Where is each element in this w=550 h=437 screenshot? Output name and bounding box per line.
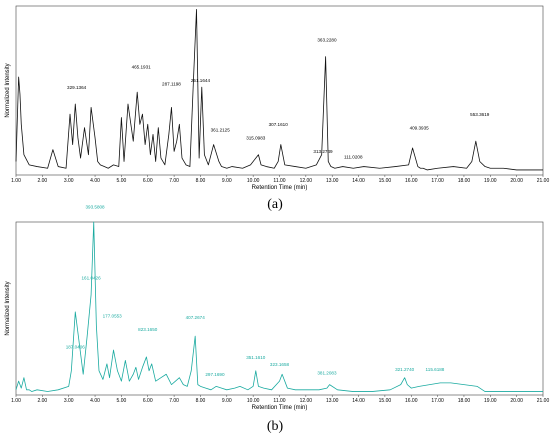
peak-label: 287.1198 <box>162 82 181 87</box>
plot-frame <box>15 221 544 396</box>
peak-label: 553.3619 <box>470 112 490 117</box>
x-tick-label: 16.00 <box>405 398 418 404</box>
peak-label: 351.1610 <box>246 355 266 360</box>
x-tick-label: 5.00 <box>117 178 127 184</box>
peak-label: 187.0406 <box>66 345 86 350</box>
x-tick-label: 8.00 <box>196 398 206 404</box>
peak-label: 409.3935 <box>410 126 430 131</box>
x-tick-label: 9.00 <box>222 398 232 404</box>
x-tick-label: 6.00 <box>143 178 153 184</box>
x-tick-label: 20.00 <box>510 398 523 404</box>
x-tick-label: 12.00 <box>300 178 313 184</box>
chart-panel-b: 1.00 2.00 3.00 4.00 5.00 6.00 7.00 8.00 9.00 10.0… <box>5 204 549 434</box>
x-tick-label: 2.00 <box>37 398 47 404</box>
x-tick-label: 1.00 <box>11 178 21 184</box>
x-tick-label: 9.00 <box>222 178 232 184</box>
x-tick-label: 8.00 <box>196 178 206 184</box>
peak-label: 393.5808 <box>85 204 105 209</box>
x-tick-label: 17.00 <box>431 398 444 404</box>
x-tick-label: 16.00 <box>405 178 418 184</box>
panel-label: (a) <box>267 197 283 212</box>
x-tick-label: 11.00 <box>273 178 285 184</box>
x-tick-label: 17.00 <box>431 178 444 184</box>
peak-label: 407.2674 <box>186 315 206 320</box>
peak-label: 313.2749 <box>313 149 333 154</box>
x-tick-label: 10.00 <box>247 178 260 184</box>
x-tick-label: 21.00 <box>537 398 550 404</box>
x-tick-label: 11.00 <box>273 398 285 404</box>
x-tick-label: 15.00 <box>379 178 392 184</box>
x-tick-label: 12.00 <box>300 398 313 404</box>
peak-label: 307.1610 <box>269 122 289 127</box>
peak-label: 251.1644 <box>191 78 211 83</box>
chart-panel-a: 1.00 2.00 3.00 4.00 5.00 6.00 7.00 8.00 9.00 10.0… <box>5 5 550 212</box>
peak-label: 111.0208 <box>344 154 363 159</box>
peak-label: 323.1658 <box>270 362 290 367</box>
x-tick-label: 20.00 <box>510 178 523 184</box>
x-tick-label: 21.00 <box>537 178 550 184</box>
x-tick-label: 15.00 <box>379 398 392 404</box>
x-tick-label: 7.00 <box>169 178 179 184</box>
peak-label: 297.1690 <box>205 372 225 377</box>
y-axis-title: Normalized Intensity <box>5 63 11 117</box>
x-tick-label: 1.00 <box>11 398 21 404</box>
peak-label: 465.1931 <box>132 65 152 70</box>
x-tick-label: 5.00 <box>117 398 127 404</box>
chromatogram-trace <box>15 221 543 392</box>
x-tick-label: 18.00 <box>458 178 471 184</box>
x-tick-label: 6.00 <box>143 398 153 404</box>
x-tick-label: 18.00 <box>458 398 471 404</box>
x-tick-label: 13.00 <box>326 178 339 184</box>
panel-label: (b) <box>267 419 284 434</box>
x-tick-label: 4.00 <box>90 178 100 184</box>
x-tick-label: 3.00 <box>64 178 74 184</box>
y-axis-title: Normalized Intensity <box>5 281 11 335</box>
peak-label: 315.0983 <box>246 136 266 141</box>
x-tick-label: 19.00 <box>484 178 497 184</box>
peak-label: 381.2083 <box>317 370 337 375</box>
x-tick-label: 3.00 <box>64 398 74 404</box>
x-axis-title: Retention Time (min) <box>252 185 308 191</box>
x-tick-label: 7.00 <box>169 398 179 404</box>
x-axis-title: Retention Time (min) <box>252 405 308 411</box>
x-tick-label: 2.00 <box>37 178 47 184</box>
peak-label: 177.0553 <box>103 313 123 318</box>
x-tick-label: 19.00 <box>484 398 497 404</box>
peak-label: 361.2125 <box>211 127 231 132</box>
peak-label: 363.2280 <box>317 38 337 43</box>
peak-label: 321.2740 <box>395 367 415 372</box>
x-tick-label: 10.00 <box>247 398 260 404</box>
x-tick-label: 13.00 <box>326 398 339 404</box>
peak-label: 823.1650 <box>138 327 158 332</box>
chromatogram-trace <box>15 8 543 171</box>
x-tick-label: 14.00 <box>352 398 365 404</box>
peak-label: 329.1364 <box>67 85 87 90</box>
peak-label: 115.6188 <box>426 367 445 372</box>
plot-frame <box>15 5 544 176</box>
x-tick-label: 14.00 <box>352 178 365 184</box>
x-tick-label: 4.00 <box>90 398 100 404</box>
peak-label: 161.0426 <box>82 275 102 280</box>
